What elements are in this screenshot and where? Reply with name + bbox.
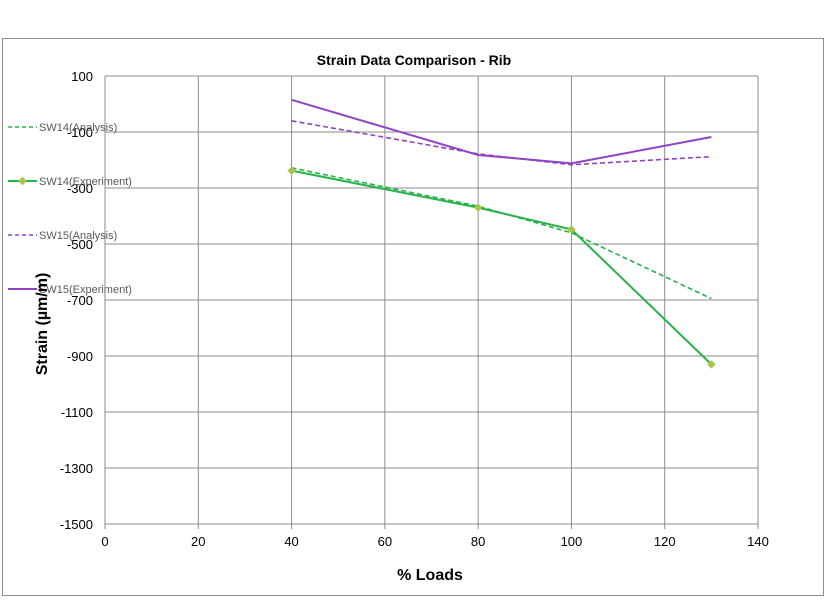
data-point-marker: [287, 166, 296, 175]
x-tick-label: 40: [284, 534, 298, 549]
x-tick-label: 100: [561, 534, 583, 549]
y-tick-label: -1100: [61, 405, 93, 420]
y-tick-label: -100: [67, 125, 93, 140]
x-tick-label: 20: [191, 534, 205, 549]
y-tick-label: -1300: [60, 461, 93, 476]
axis-layer: 100 -100 -300 -500 -700 -900 -1100 -1300 -1500 0 2…: [60, 69, 769, 549]
series-layer: [287, 98, 716, 369]
grid-layer: [104, 75, 759, 525]
y-tick-label: -1500: [60, 517, 93, 532]
chart-title: Strain Data Comparison - Rib: [317, 52, 511, 68]
legend-label-0: SW14(Analysis): [39, 122, 117, 134]
series-line-0: [291, 167, 712, 300]
y-tick-label: -500: [67, 237, 93, 252]
x-tick-label: 140: [747, 534, 769, 549]
legend-label-1: SW14(Experiment): [39, 176, 132, 188]
x-tick-label: 80: [471, 534, 485, 549]
y-tick-label: -700: [67, 293, 93, 308]
data-point-marker: [707, 360, 716, 369]
legend-label-3: SW15(Experiment): [39, 284, 132, 296]
series-line-2: [291, 120, 712, 166]
legend-label-2: SW15(Analysis): [39, 230, 117, 242]
y-tick-label: -300: [67, 181, 93, 196]
y-tick-label: 100: [71, 69, 93, 84]
series-line-3: [291, 98, 712, 165]
x-tick-label: 60: [378, 534, 392, 549]
y-axis-label: Strain (µm/m): [34, 273, 51, 376]
x-tick-label: 0: [101, 534, 108, 549]
data-point-marker: [473, 203, 483, 212]
chart-svg: 100 -100 -300 -500 -700 -900 -1100 -1300 -1500 0 2…: [8, 52, 769, 584]
legend-marker: [18, 176, 27, 186]
y-tick-label: -900: [67, 349, 93, 364]
chart-frame: 100 -100 -300 -500 -700 -900 -1100 -1300 -1500 0 2…: [2, 38, 824, 596]
x-tick-label: 120: [654, 534, 676, 549]
legend-layer: SW14(Analysis) SW14(Experiment) SW15(Analy…: [8, 122, 132, 296]
x-axis-label: % Loads: [397, 567, 463, 584]
series-line-1: [291, 169, 713, 366]
